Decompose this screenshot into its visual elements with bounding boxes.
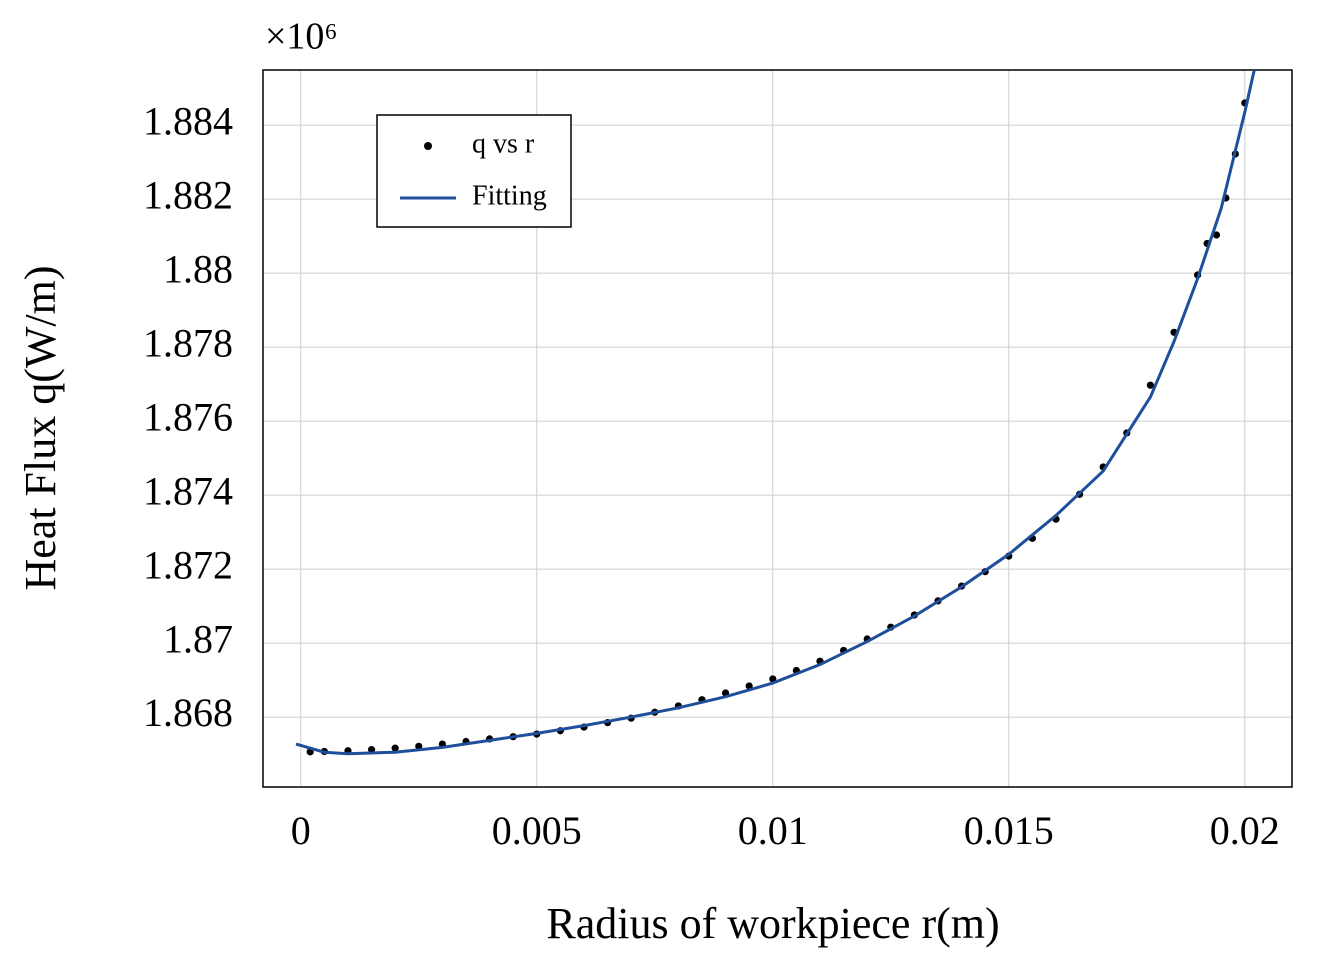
- y-tick-label: 1.876: [143, 394, 233, 439]
- y-axis-label: Heat Flux q(W/m): [16, 265, 65, 590]
- y-multiplier: ×10⁶: [265, 16, 338, 58]
- legend-box: [376, 114, 572, 228]
- data-point: [1146, 381, 1154, 389]
- legend-label: q vs r: [472, 128, 535, 159]
- data-point: [391, 744, 399, 752]
- y-tick-label: 1.87: [163, 616, 233, 661]
- legend-marker: [424, 142, 432, 150]
- x-tick-label: 0: [291, 808, 311, 853]
- y-tick-label: 1.884: [143, 98, 233, 143]
- data-point: [415, 742, 423, 750]
- x-tick-label: 0.02: [1210, 808, 1280, 853]
- x-tick-label: 0.01: [738, 808, 808, 853]
- legend: q vs r Fitting: [376, 114, 572, 228]
- fit-line: [295, 70, 1256, 756]
- x-axis-label: Radius of workpiece r(m): [546, 899, 999, 948]
- x-tick-label: 0.005: [492, 808, 582, 853]
- plot-area: [295, 70, 1256, 756]
- legend-label: Fitting: [472, 180, 547, 211]
- y-tick-label: 1.88: [163, 246, 233, 291]
- y-tick-label: 1.872: [143, 542, 233, 587]
- data-point: [1212, 231, 1221, 239]
- y-tick-label: 1.878: [143, 320, 233, 365]
- plot-frame: [262, 69, 1293, 788]
- y-tick-label: 1.874: [143, 468, 233, 513]
- y-tick-label: 1.882: [143, 172, 233, 217]
- data-point: [745, 682, 753, 690]
- y-tick-label: 1.868: [143, 690, 233, 735]
- x-tick-label: 0.015: [964, 808, 1054, 853]
